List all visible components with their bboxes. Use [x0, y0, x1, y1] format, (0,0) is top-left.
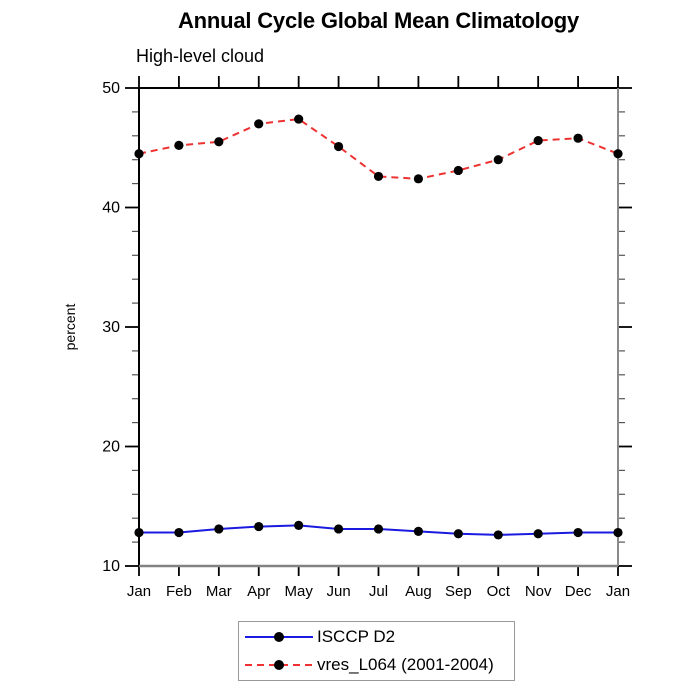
data-point-marker	[533, 135, 543, 146]
data-point-marker	[373, 171, 384, 182]
data-point-marker	[413, 526, 424, 536]
data-point-marker	[573, 527, 583, 538]
data-point-marker	[333, 141, 344, 152]
data-point-marker	[373, 524, 384, 534]
x-tick-label: Apr	[247, 583, 270, 600]
x-tick-label: Sep	[445, 583, 472, 600]
y-tick-label: 40	[102, 200, 120, 217]
data-point-marker	[254, 521, 264, 532]
x-tick-label: Oct	[487, 583, 511, 600]
y-tick-label: 20	[102, 439, 120, 456]
legend-label: ISCCP D2	[317, 627, 396, 646]
legend-line-sample-dashed-red	[245, 660, 313, 670]
data-point-marker	[453, 165, 463, 176]
data-point-marker	[573, 133, 583, 143]
data-point-marker	[174, 527, 184, 538]
legend-line-sample-solid-blue	[245, 632, 313, 642]
data-point-marker	[294, 114, 304, 124]
data-point-marker	[533, 529, 543, 539]
data-point-marker	[613, 149, 623, 159]
data-point-marker	[413, 174, 424, 184]
chart-subtitle: High-level cloud	[136, 46, 265, 66]
x-tick-label: May	[284, 583, 313, 600]
x-tick-label: Dec	[565, 583, 592, 600]
x-tick-label: Feb	[166, 583, 192, 600]
series-line	[138, 118, 619, 180]
x-tick-label: Jun	[326, 583, 350, 600]
data-point-marker	[613, 527, 623, 538]
x-tick-label: Mar	[206, 583, 232, 600]
legend-item-isccp-d2: ISCCP D2	[239, 623, 514, 651]
y-tick-label: 10	[102, 558, 120, 575]
data-point-marker	[134, 149, 144, 159]
data-point-marker	[214, 524, 224, 534]
x-tick-label: Aug	[405, 583, 432, 600]
data-point-marker	[453, 529, 463, 539]
legend: ISCCP D2 vres_L064 (2001-2004)	[238, 621, 515, 681]
data-point-marker	[294, 520, 304, 530]
data-point-marker	[493, 530, 503, 540]
data-point-marker	[333, 524, 344, 534]
x-tick-label: Jan	[127, 583, 151, 600]
x-tick-label: Nov	[525, 583, 552, 600]
y-tick-label: 30	[102, 319, 120, 336]
x-tick-label: Jul	[369, 583, 388, 600]
data-point-marker	[254, 119, 264, 129]
chart-title: Annual Cycle Global Mean Climatology	[177, 8, 580, 33]
data-point-marker	[493, 155, 503, 165]
legend-item-vres-l064: vres_L064 (2001-2004)	[239, 651, 514, 679]
data-point-marker	[214, 137, 224, 147]
y-tick-label: 50	[102, 80, 120, 97]
data-point-marker	[134, 527, 144, 538]
legend-label: vres_L064 (2001-2004)	[317, 655, 494, 674]
data-point-marker	[174, 140, 184, 150]
x-tick-label: Jan	[606, 583, 630, 600]
